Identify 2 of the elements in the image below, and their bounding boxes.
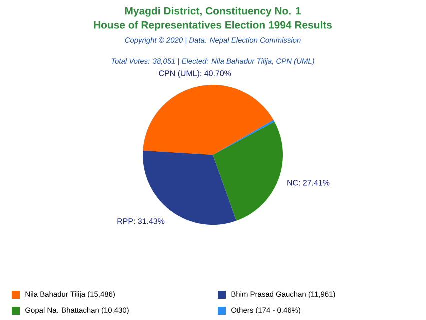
chart-title: Myagdi District, Constituency No. 1 — [125, 7, 301, 17]
chart-subtitle: House of Representatives Election 1994 Results — [94, 21, 332, 31]
